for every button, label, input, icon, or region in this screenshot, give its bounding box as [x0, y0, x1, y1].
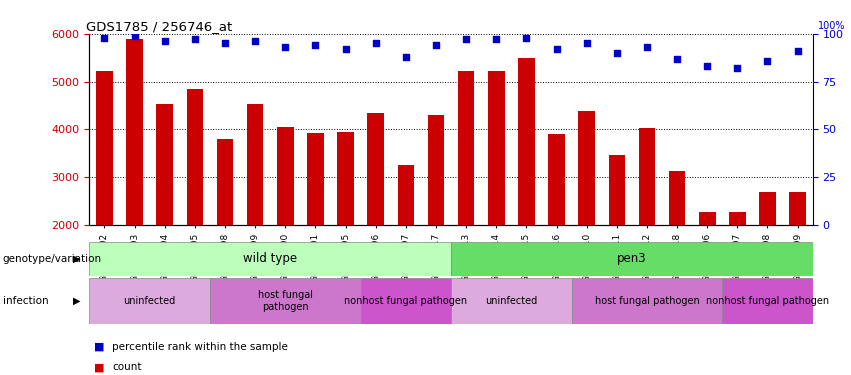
Bar: [458, 70, 474, 225]
Bar: [548, 134, 565, 225]
Bar: [638, 128, 655, 225]
Point: [550, 46, 563, 52]
Text: genotype/variation: genotype/variation: [3, 254, 101, 264]
Point: [368, 40, 382, 46]
Bar: [451, 242, 813, 276]
Bar: [397, 165, 414, 225]
Bar: [96, 71, 112, 225]
Point: [188, 36, 202, 42]
Point: [429, 42, 443, 48]
Point: [761, 57, 774, 63]
Text: ▶: ▶: [73, 254, 81, 264]
Text: uninfected: uninfected: [485, 296, 538, 306]
Text: infection: infection: [3, 296, 49, 306]
Point: [580, 40, 593, 46]
Point: [671, 56, 684, 62]
Text: nonhost fungal pathogen: nonhost fungal pathogen: [706, 296, 829, 306]
Bar: [488, 70, 505, 225]
Text: host fungal
pathogen: host fungal pathogen: [258, 290, 313, 312]
Point: [640, 44, 654, 50]
Point: [700, 63, 714, 69]
Bar: [759, 192, 776, 225]
Point: [610, 50, 624, 56]
Point: [791, 48, 804, 54]
Bar: [572, 278, 722, 324]
Bar: [186, 89, 203, 225]
Bar: [729, 212, 745, 225]
Bar: [89, 278, 210, 324]
Text: 100%: 100%: [819, 21, 846, 31]
Point: [339, 46, 352, 52]
Point: [309, 42, 323, 48]
Bar: [210, 278, 361, 324]
Text: wild type: wild type: [243, 252, 297, 265]
Point: [730, 65, 744, 71]
Bar: [608, 155, 625, 225]
Bar: [722, 278, 813, 324]
Bar: [518, 58, 534, 225]
Point: [248, 38, 262, 44]
Text: GDS1785 / 256746_at: GDS1785 / 256746_at: [86, 20, 232, 33]
Point: [278, 44, 292, 50]
Bar: [157, 104, 173, 225]
Bar: [307, 133, 323, 225]
Bar: [428, 115, 444, 225]
Point: [158, 38, 172, 44]
Bar: [579, 111, 595, 225]
Text: ▶: ▶: [73, 296, 81, 306]
Bar: [247, 104, 264, 225]
Text: ■: ■: [94, 363, 104, 372]
Text: count: count: [112, 363, 142, 372]
Point: [460, 36, 473, 42]
Text: host fungal pathogen: host fungal pathogen: [595, 296, 700, 306]
Bar: [699, 212, 716, 225]
Bar: [217, 139, 233, 225]
Bar: [669, 171, 685, 225]
Text: nonhost fungal pathogen: nonhost fungal pathogen: [345, 296, 467, 306]
Bar: [126, 39, 143, 225]
Text: uninfected: uninfected: [123, 296, 176, 306]
Point: [98, 34, 111, 40]
Point: [399, 54, 413, 60]
Point: [520, 34, 534, 40]
Text: percentile rank within the sample: percentile rank within the sample: [112, 342, 288, 352]
Bar: [277, 127, 294, 225]
Bar: [89, 242, 451, 276]
Bar: [790, 192, 806, 225]
Bar: [368, 112, 384, 225]
Bar: [361, 278, 451, 324]
Text: ■: ■: [94, 342, 104, 352]
Text: pen3: pen3: [617, 252, 647, 265]
Bar: [337, 132, 354, 225]
Point: [489, 36, 503, 42]
Point: [218, 40, 231, 46]
Bar: [451, 278, 572, 324]
Point: [128, 33, 141, 39]
